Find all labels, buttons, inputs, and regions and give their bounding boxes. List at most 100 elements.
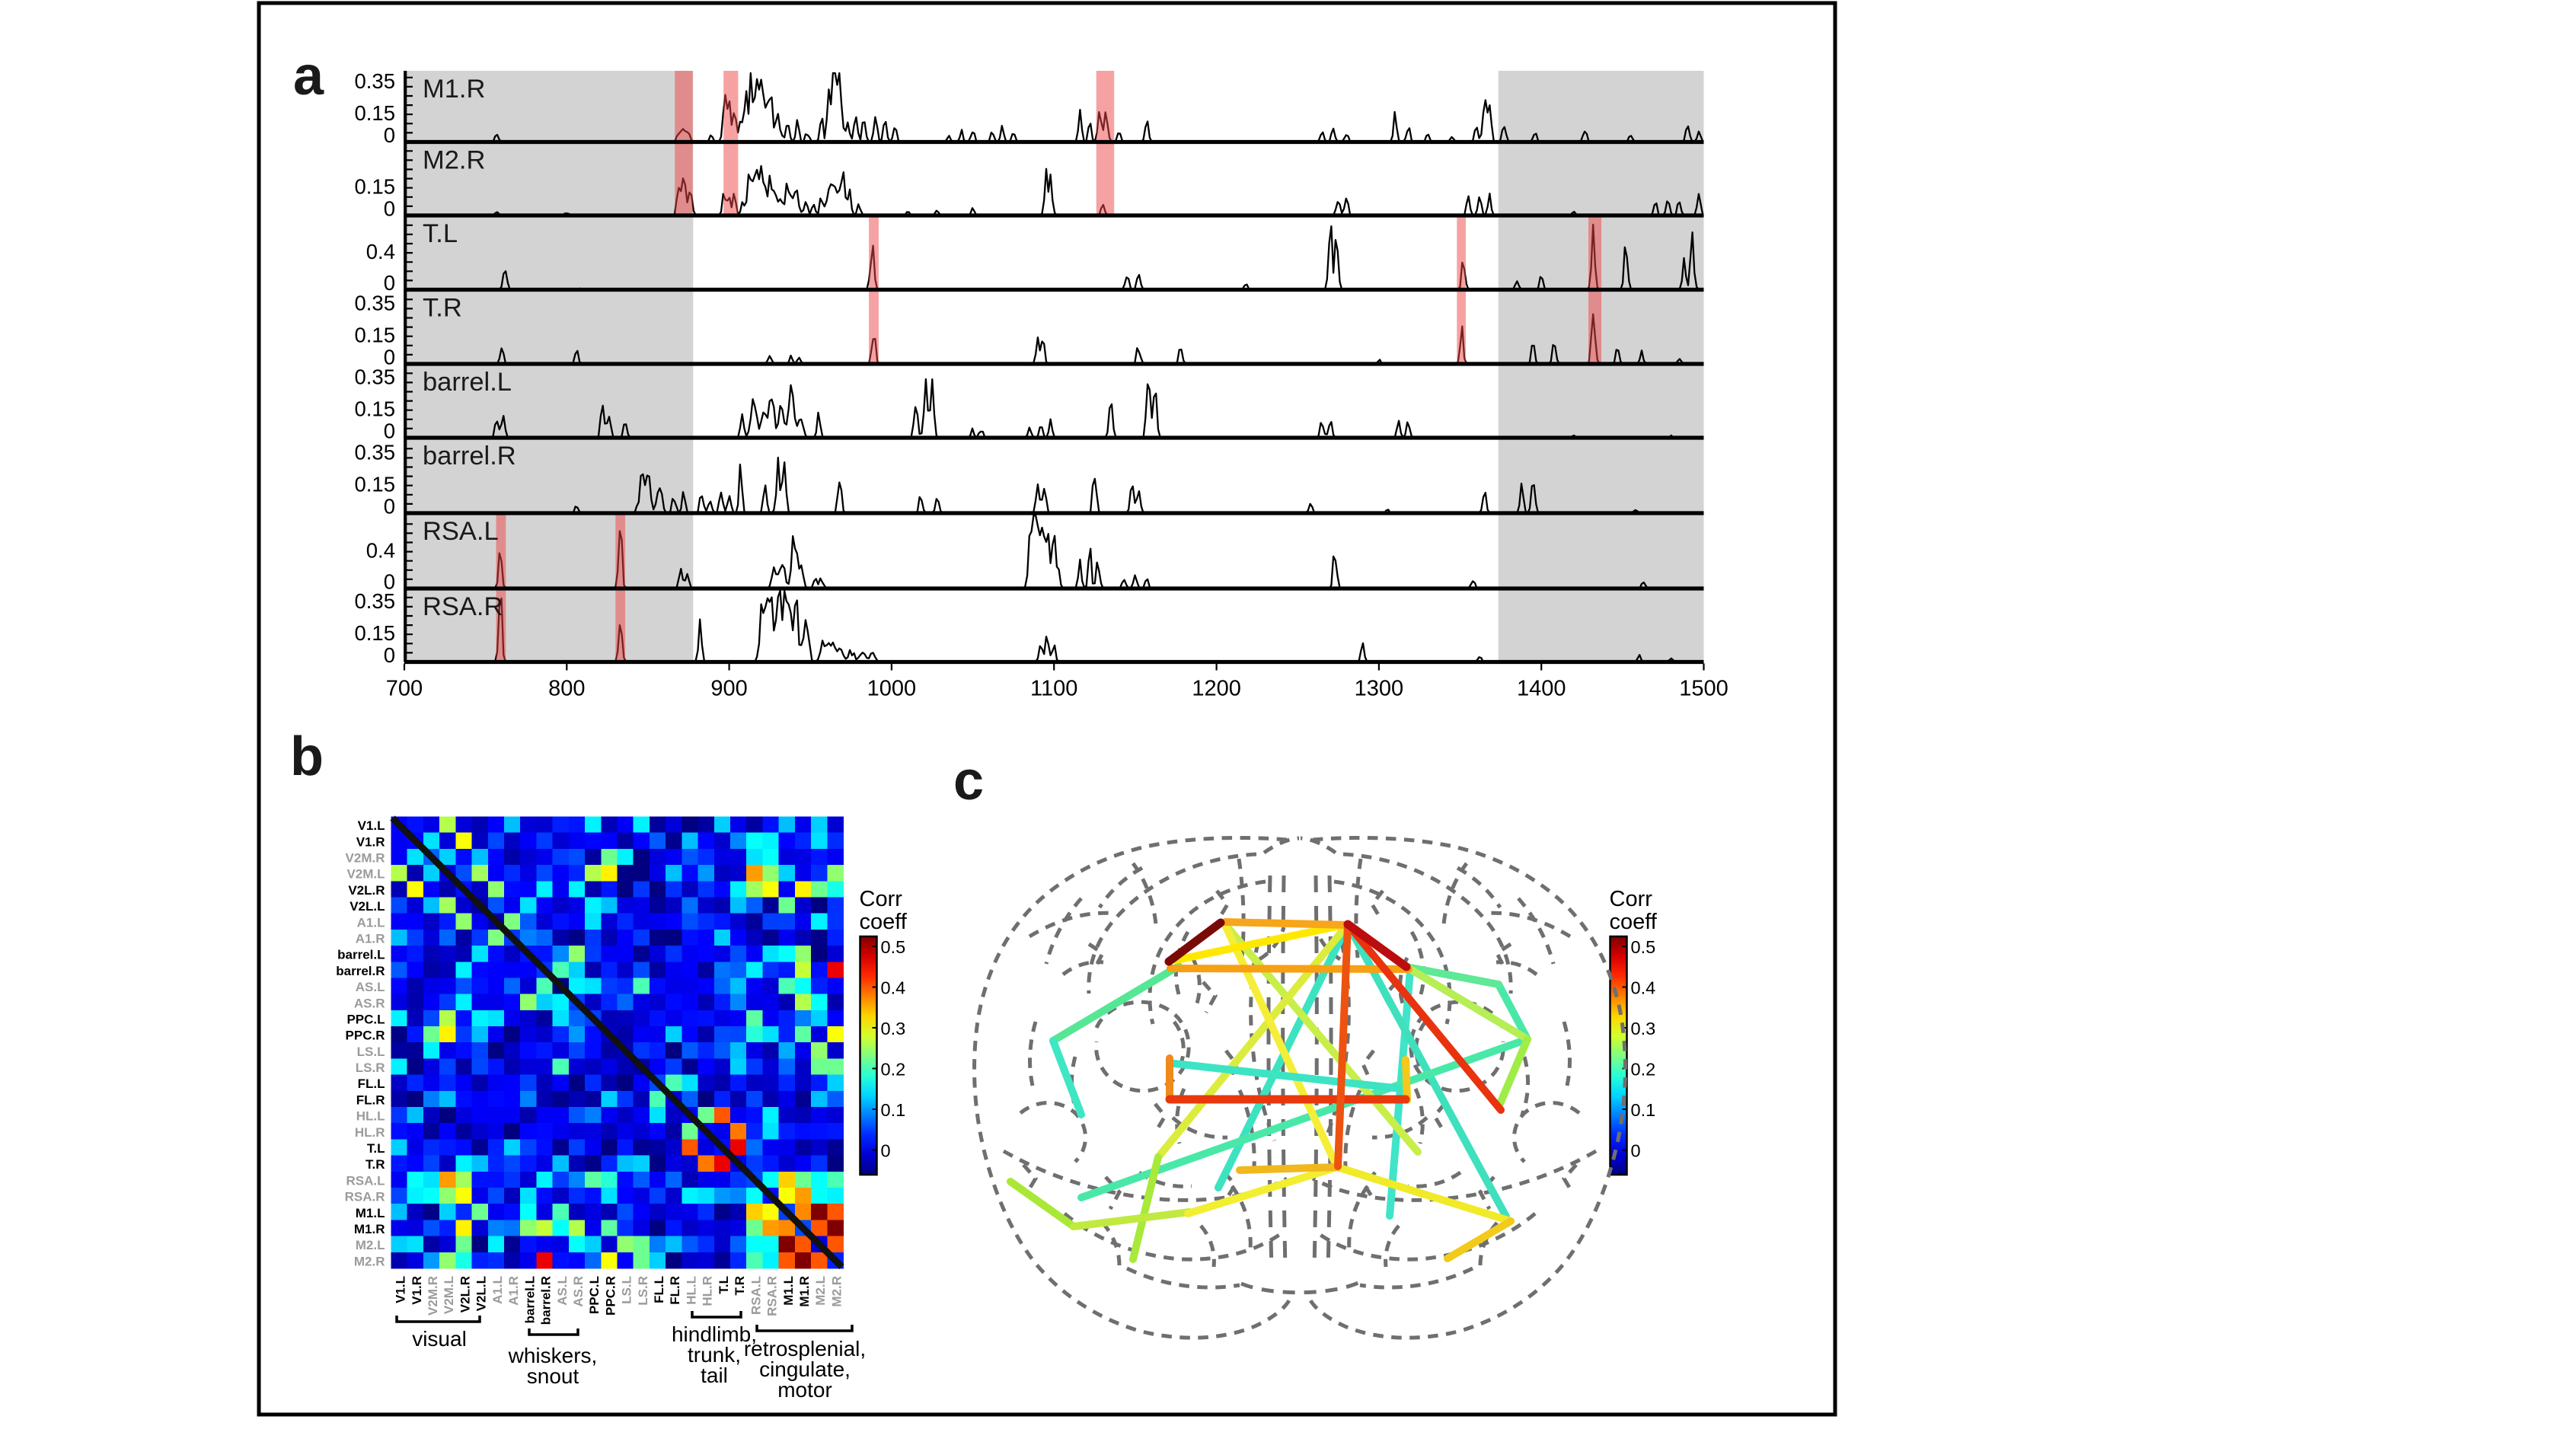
svg-text:V1.L: V1.L bbox=[358, 818, 385, 833]
svg-text:V2L.L: V2L.L bbox=[350, 899, 385, 914]
svg-text:0: 0 bbox=[1631, 1141, 1641, 1161]
svg-text:0.35: 0.35 bbox=[354, 69, 395, 93]
svg-text:AS.R: AS.R bbox=[571, 1276, 586, 1307]
svg-text:T.L: T.L bbox=[367, 1141, 385, 1156]
svg-text:PPC.R: PPC.R bbox=[603, 1276, 618, 1316]
svg-text:LS.R: LS.R bbox=[636, 1276, 650, 1306]
svg-text:0: 0 bbox=[384, 570, 395, 594]
svg-text:1300: 1300 bbox=[1355, 677, 1404, 701]
svg-text:0: 0 bbox=[384, 197, 395, 221]
svg-text:PPC.L: PPC.L bbox=[346, 1013, 385, 1027]
svg-text:M1.R: M1.R bbox=[797, 1276, 812, 1307]
svg-text:M1.L: M1.L bbox=[356, 1206, 385, 1220]
svg-text:M2.L: M2.L bbox=[356, 1238, 385, 1252]
svg-text:0: 0 bbox=[881, 1141, 891, 1161]
svg-text:trunk,: trunk, bbox=[688, 1343, 741, 1367]
svg-text:RSA.R: RSA.R bbox=[765, 1276, 780, 1316]
svg-text:V1.R: V1.R bbox=[356, 834, 385, 849]
svg-text:V2L.R: V2L.R bbox=[458, 1276, 473, 1313]
svg-text:0: 0 bbox=[384, 271, 395, 295]
svg-text:A1.R: A1.R bbox=[506, 1276, 521, 1306]
svg-text:HL.L: HL.L bbox=[685, 1276, 699, 1305]
svg-text:M1.R: M1.R bbox=[354, 1222, 385, 1236]
svg-text:V1.R: V1.R bbox=[410, 1276, 424, 1305]
svg-text:V2M.R: V2M.R bbox=[346, 851, 385, 866]
svg-text:T.L: T.L bbox=[423, 219, 458, 248]
svg-text:PPC.L: PPC.L bbox=[587, 1276, 602, 1314]
svg-text:0.5: 0.5 bbox=[881, 937, 906, 957]
svg-text:0.35: 0.35 bbox=[354, 292, 395, 315]
svg-text:barrel.L: barrel.L bbox=[337, 948, 385, 962]
svg-text:HL.R: HL.R bbox=[701, 1276, 715, 1306]
svg-text:RSA.L: RSA.L bbox=[346, 1173, 385, 1188]
svg-text:barrel.R: barrel.R bbox=[539, 1276, 554, 1325]
svg-text:AS.L: AS.L bbox=[555, 1276, 570, 1306]
svg-text:0: 0 bbox=[384, 643, 395, 667]
svg-text:FL.L: FL.L bbox=[358, 1077, 385, 1091]
svg-text:0.3: 0.3 bbox=[1631, 1019, 1656, 1038]
svg-text:M2.R: M2.R bbox=[354, 1254, 385, 1268]
svg-text:T.R: T.R bbox=[733, 1276, 747, 1296]
svg-text:0.15: 0.15 bbox=[354, 175, 395, 199]
svg-text:FL.R: FL.R bbox=[668, 1276, 682, 1305]
svg-text:0.15: 0.15 bbox=[354, 473, 395, 496]
svg-text:V2L.L: V2L.L bbox=[474, 1276, 489, 1311]
svg-text:1100: 1100 bbox=[1030, 677, 1077, 701]
svg-text:800: 800 bbox=[548, 677, 585, 701]
svg-text:barrel.R: barrel.R bbox=[336, 964, 385, 978]
svg-text:A1.R: A1.R bbox=[356, 932, 385, 946]
svg-text:0.15: 0.15 bbox=[354, 397, 395, 421]
svg-text:Corr: Corr bbox=[1610, 887, 1653, 911]
svg-text:1000: 1000 bbox=[867, 677, 917, 701]
svg-text:1500: 1500 bbox=[1679, 677, 1729, 701]
svg-text:0: 0 bbox=[384, 419, 395, 443]
svg-text:0.2: 0.2 bbox=[1631, 1060, 1656, 1080]
svg-text:LS.L: LS.L bbox=[357, 1045, 385, 1059]
svg-text:b: b bbox=[290, 726, 324, 787]
svg-text:LS.L: LS.L bbox=[620, 1276, 634, 1304]
svg-text:0.15: 0.15 bbox=[354, 324, 395, 347]
svg-text:M1.L: M1.L bbox=[781, 1276, 796, 1306]
svg-text:0.1: 0.1 bbox=[881, 1100, 906, 1120]
svg-text:0.4: 0.4 bbox=[881, 978, 906, 998]
svg-text:0: 0 bbox=[384, 123, 395, 147]
svg-text:RSA.L: RSA.L bbox=[749, 1276, 763, 1315]
svg-text:coeff: coeff bbox=[860, 910, 908, 934]
svg-text:T.R: T.R bbox=[423, 294, 462, 323]
svg-text:M1.R: M1.R bbox=[423, 75, 485, 104]
svg-text:RSA.L: RSA.L bbox=[423, 517, 499, 546]
svg-text:0.35: 0.35 bbox=[354, 589, 395, 613]
svg-text:V2M.R: V2M.R bbox=[426, 1276, 440, 1316]
svg-text:M2.R: M2.R bbox=[423, 146, 485, 175]
svg-text:c: c bbox=[953, 751, 984, 812]
svg-text:T.R: T.R bbox=[365, 1157, 385, 1172]
svg-text:0.4: 0.4 bbox=[366, 539, 395, 563]
svg-text:FL.R: FL.R bbox=[356, 1092, 385, 1107]
svg-text:0.35: 0.35 bbox=[354, 365, 395, 389]
svg-text:M2.R: M2.R bbox=[829, 1276, 844, 1307]
svg-text:whiskers,: whiskers, bbox=[508, 1344, 598, 1367]
svg-text:retrosplenial,: retrosplenial, bbox=[744, 1337, 866, 1360]
svg-text:RSA.R: RSA.R bbox=[345, 1190, 385, 1204]
svg-text:0.35: 0.35 bbox=[354, 441, 395, 464]
svg-text:A1.L: A1.L bbox=[490, 1276, 505, 1304]
svg-text:barrel.R: barrel.R bbox=[423, 442, 516, 470]
svg-text:coeff: coeff bbox=[1610, 910, 1658, 934]
svg-text:M2.L: M2.L bbox=[813, 1276, 828, 1306]
svg-text:AS.L: AS.L bbox=[356, 980, 385, 994]
svg-text:0.4: 0.4 bbox=[366, 240, 395, 263]
svg-text:HL.L: HL.L bbox=[356, 1109, 385, 1124]
svg-text:LS.R: LS.R bbox=[356, 1061, 385, 1075]
svg-text:Corr: Corr bbox=[860, 887, 903, 911]
svg-text:0: 0 bbox=[384, 495, 395, 518]
svg-text:barrel.L: barrel.L bbox=[522, 1276, 537, 1323]
svg-text:A1.L: A1.L bbox=[357, 915, 385, 930]
svg-text:cingulate,: cingulate, bbox=[759, 1357, 851, 1381]
svg-text:a: a bbox=[293, 46, 324, 107]
svg-text:HL.R: HL.R bbox=[355, 1125, 385, 1140]
svg-text:0: 0 bbox=[384, 346, 395, 369]
svg-text:FL.L: FL.L bbox=[652, 1276, 666, 1303]
svg-text:0.5: 0.5 bbox=[1631, 937, 1656, 957]
svg-text:0.15: 0.15 bbox=[354, 621, 395, 645]
svg-text:900: 900 bbox=[710, 677, 747, 701]
